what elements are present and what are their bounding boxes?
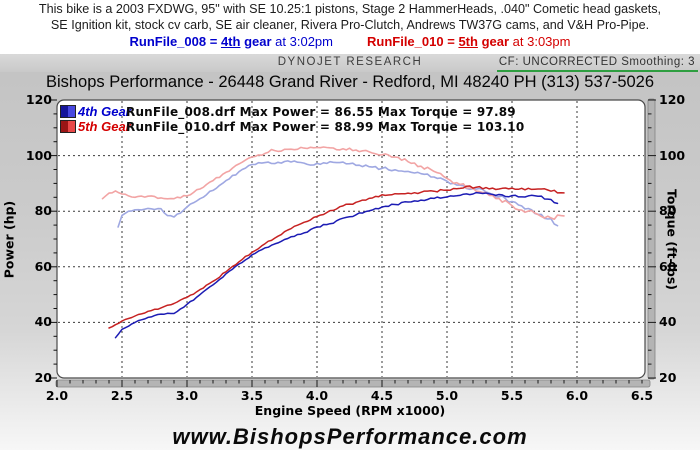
run2-time: at 3:03pm — [512, 34, 571, 49]
run1-info: RunFile_008 = 4th gear at 3:02pm — [130, 34, 333, 49]
legend-chip-4th-gear — [60, 105, 76, 118]
curve-torque-4th-gear — [117, 160, 559, 228]
axis-tick-label: 40 — [659, 314, 677, 330]
curve-power-5th-gear — [108, 185, 565, 329]
run-info-line: RunFile_008 = 4th gear at 3:02pm RunFile_… — [0, 34, 700, 50]
axis-tick-label: 40 — [34, 314, 52, 330]
legend: 4th Gear RunFile_008.drf Max Power = 86.… — [60, 104, 524, 134]
axis-tick-label: 100 — [659, 147, 686, 163]
legend-row-5th: 5th Gear RunFile_010.drf Max Power = 88.… — [60, 119, 524, 134]
run1-equals: = — [209, 34, 218, 49]
run2-equals: = — [447, 34, 455, 49]
curve-power-4th-gear — [114, 191, 559, 339]
note-line-1: This bike is a 2003 FXDWG, 95" with SE 1… — [38, 2, 662, 16]
axis-tick-label: 80 — [659, 203, 677, 219]
power-axis-title: Power (hp) — [1, 200, 17, 279]
legend-chip-5th-gear — [60, 120, 76, 133]
legend-gear-5th: 5th Gear — [78, 119, 131, 134]
run1-gear-word: gear — [244, 34, 272, 49]
legend-run2-stats: RunFile_010.drf Max Power = 88.99 Max To… — [126, 119, 525, 134]
dynojet-brand: DYNOJET RESEARCH — [277, 56, 423, 68]
legend-row-4th: 4th Gear RunFile_008.drf Max Power = 86.… — [60, 104, 524, 119]
legend-gear-4th: 4th Gear — [78, 104, 131, 119]
website-url: www.BishopsPerformance.com — [172, 424, 528, 449]
axis-tick-label: 120 — [25, 92, 52, 107]
axis-tick-label: 5.5 — [500, 388, 524, 403]
legend-run1-stats: RunFile_008.drf Max Power = 86.55 Max To… — [126, 104, 516, 119]
axis-tick-label: 20 — [34, 370, 52, 385]
chart-panel: DYNOJET RESEARCH CF: UNCORRECTED Smoothi… — [0, 54, 700, 450]
bike-notes: This bike is a 2003 FXDWG, 95" with SE 1… — [0, 2, 700, 50]
axis-tick-label: 60 — [34, 258, 52, 274]
run1-gear-number: 4th — [220, 34, 241, 49]
axis-tick-label: 3.5 — [240, 388, 264, 403]
axis-tick-label: 4.0 — [305, 388, 329, 403]
axis-tick-label: 5.0 — [435, 388, 459, 403]
correction-factor-text: CF: UNCORRECTED Smoothing: 3 — [498, 56, 695, 68]
axis-tick-label: 100 — [25, 147, 52, 163]
run1-file: RunFile_008 — [129, 34, 207, 49]
axis-tick-label: 120 — [659, 92, 686, 107]
axis-tick-label: 60 — [659, 258, 677, 274]
rpm-axis-title: Engine Speed (RPM x1000) — [254, 403, 446, 418]
dynojet-header-bar: DYNOJET RESEARCH CF: UNCORRECTED Smoothi… — [0, 54, 700, 72]
axis-tick-label: 6.0 — [565, 388, 589, 403]
axis-tick-label: 20 — [659, 370, 677, 385]
run2-gear-number: 5th — [458, 34, 478, 49]
axis-tick-label: 4.5 — [370, 388, 394, 403]
axis-tick-label: 80 — [34, 203, 52, 219]
axis-tick-label: 2.5 — [110, 388, 134, 403]
axis-tick-label: 6.5 — [630, 388, 654, 403]
run2-gear-word: gear — [481, 34, 510, 49]
green-underline — [497, 70, 698, 72]
shop-title: Bishops Performance - 26448 Grand River … — [45, 73, 655, 91]
axis-tick-label: 3.0 — [175, 388, 199, 403]
torque-axis-title: Torque (ft-lbs) — [664, 189, 680, 290]
axis-tick-label: 2.0 — [45, 388, 69, 403]
run2-info: RunFile_010 = 5th gear at 3:03pm — [367, 34, 570, 49]
dyno-plot — [50, 98, 656, 388]
note-line-2: SE Ignition kit, stock cv carb, SE air c… — [50, 17, 650, 32]
chart-area: 4th Gear RunFile_008.drf Max Power = 86.… — [0, 92, 700, 424]
run1-time: at 3:02pm — [275, 34, 333, 49]
run2-file: RunFile_010 — [367, 34, 444, 49]
